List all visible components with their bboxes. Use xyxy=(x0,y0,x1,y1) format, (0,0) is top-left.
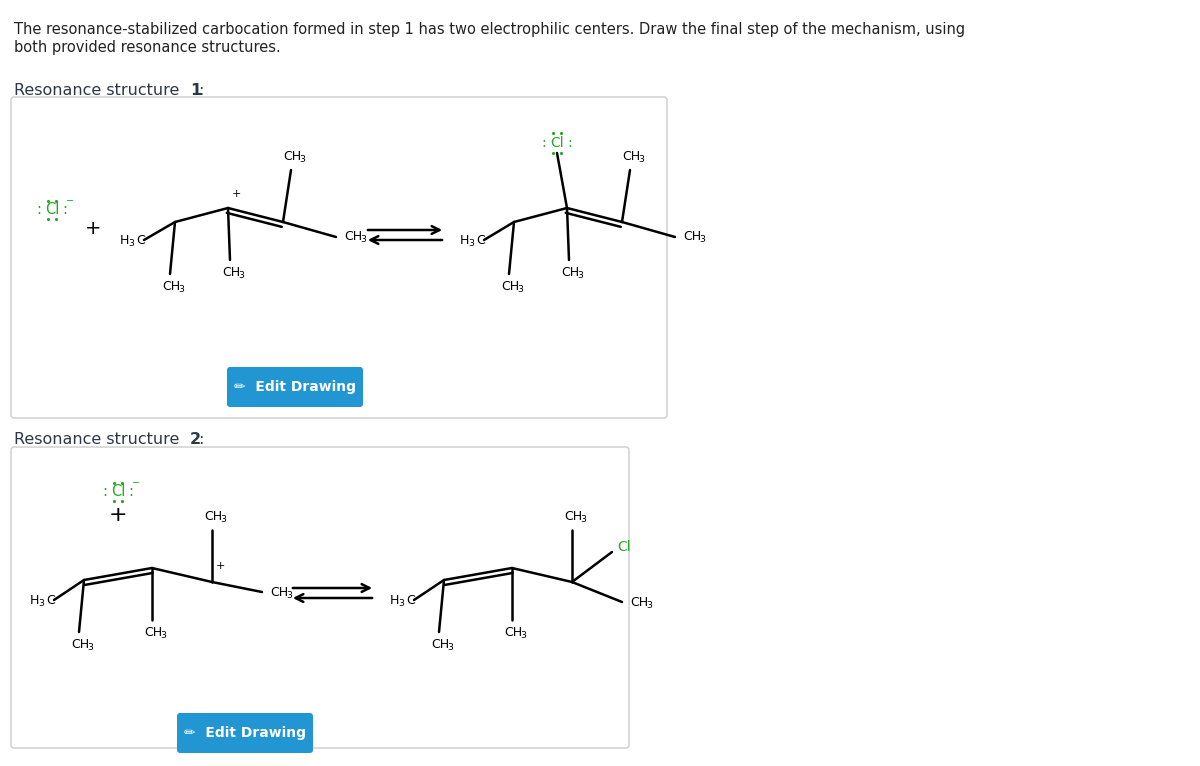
Text: C: C xyxy=(136,234,145,247)
Text: H: H xyxy=(120,234,130,247)
Text: Cl: Cl xyxy=(110,485,125,499)
Text: Resonance structure: Resonance structure xyxy=(14,432,185,447)
Text: both provided resonance structures.: both provided resonance structures. xyxy=(14,40,281,55)
Text: C: C xyxy=(406,594,415,607)
Text: 3: 3 xyxy=(468,238,474,247)
Text: Cl: Cl xyxy=(617,540,631,554)
Text: CH: CH xyxy=(344,231,362,244)
Text: 3: 3 xyxy=(638,155,644,165)
Text: Cl: Cl xyxy=(44,202,59,218)
Text: −: − xyxy=(132,478,140,488)
Text: 3: 3 xyxy=(178,286,184,294)
Text: CH: CH xyxy=(162,280,180,293)
Text: Cl: Cl xyxy=(550,136,564,150)
Text: 3: 3 xyxy=(520,631,526,640)
Text: CH: CH xyxy=(204,510,222,523)
Text: 3: 3 xyxy=(128,238,134,247)
Text: CH: CH xyxy=(222,267,240,280)
Text: 3: 3 xyxy=(299,155,305,165)
Text: 2: 2 xyxy=(190,432,202,447)
Text: −: − xyxy=(66,196,74,206)
Text: :: : xyxy=(198,432,203,447)
Text: :: : xyxy=(568,136,572,150)
FancyBboxPatch shape xyxy=(227,367,364,407)
Text: CH: CH xyxy=(630,595,648,608)
Text: 3: 3 xyxy=(580,516,586,525)
Text: :: : xyxy=(62,202,67,218)
Text: +: + xyxy=(215,561,224,571)
Text: CH: CH xyxy=(622,150,640,163)
Text: CH: CH xyxy=(283,150,301,163)
Text: 3: 3 xyxy=(577,271,583,280)
Text: 3: 3 xyxy=(398,598,404,607)
Text: :: : xyxy=(102,485,108,499)
Text: 3: 3 xyxy=(88,643,92,653)
Text: CH: CH xyxy=(144,627,162,640)
FancyBboxPatch shape xyxy=(11,97,667,418)
Text: CH: CH xyxy=(683,231,701,244)
FancyBboxPatch shape xyxy=(11,447,629,748)
Text: 1: 1 xyxy=(190,83,202,98)
Text: CH: CH xyxy=(562,267,580,280)
Text: 3: 3 xyxy=(220,516,226,525)
Text: Resonance structure: Resonance structure xyxy=(14,83,185,98)
Text: ✏  Edit Drawing: ✏ Edit Drawing xyxy=(234,380,356,394)
Text: H: H xyxy=(390,594,400,607)
Text: 3: 3 xyxy=(446,643,452,653)
FancyBboxPatch shape xyxy=(178,713,313,753)
Text: CH: CH xyxy=(270,585,288,598)
Text: +: + xyxy=(232,189,241,199)
Text: 3: 3 xyxy=(360,235,366,244)
Text: 3: 3 xyxy=(286,591,292,600)
Text: CH: CH xyxy=(504,627,522,640)
Text: H: H xyxy=(30,594,40,607)
Text: C: C xyxy=(476,234,485,247)
Text: CH: CH xyxy=(502,280,520,293)
Text: 3: 3 xyxy=(517,286,523,294)
Text: :: : xyxy=(36,202,42,218)
Text: The resonance-stabilized carbocation formed in step 1 has two electrophilic cent: The resonance-stabilized carbocation for… xyxy=(14,22,965,37)
Text: 3: 3 xyxy=(238,271,244,280)
Text: 3: 3 xyxy=(646,601,652,610)
Text: CH: CH xyxy=(71,639,89,652)
Text: :: : xyxy=(128,485,133,499)
Text: +: + xyxy=(85,218,101,237)
Text: H: H xyxy=(460,234,469,247)
Text: 3: 3 xyxy=(698,235,704,244)
Text: :: : xyxy=(198,83,203,98)
Text: :: : xyxy=(541,136,546,150)
Text: ✏  Edit Drawing: ✏ Edit Drawing xyxy=(184,726,306,740)
Text: C: C xyxy=(46,594,55,607)
Text: CH: CH xyxy=(431,639,449,652)
Text: 3: 3 xyxy=(160,631,166,640)
Text: +: + xyxy=(109,505,127,525)
Text: CH: CH xyxy=(564,510,582,523)
Text: 3: 3 xyxy=(38,598,44,607)
